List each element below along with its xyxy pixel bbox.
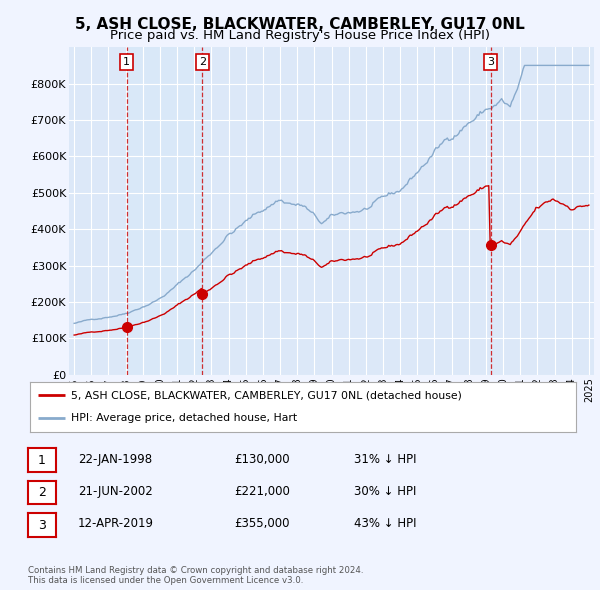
Text: 2: 2 — [199, 57, 206, 67]
Text: 31% ↓ HPI: 31% ↓ HPI — [354, 453, 416, 466]
Text: 12-APR-2019: 12-APR-2019 — [78, 517, 154, 530]
Text: Contains HM Land Registry data © Crown copyright and database right 2024.
This d: Contains HM Land Registry data © Crown c… — [28, 566, 364, 585]
Text: Price paid vs. HM Land Registry's House Price Index (HPI): Price paid vs. HM Land Registry's House … — [110, 29, 490, 42]
Text: 3: 3 — [487, 57, 494, 67]
Text: 21-JUN-2002: 21-JUN-2002 — [78, 485, 153, 498]
Text: 2: 2 — [38, 486, 46, 499]
Text: £130,000: £130,000 — [234, 453, 290, 466]
Text: £355,000: £355,000 — [234, 517, 290, 530]
Bar — [127, 47, 202, 375]
Text: 30% ↓ HPI: 30% ↓ HPI — [354, 485, 416, 498]
Text: £221,000: £221,000 — [234, 485, 290, 498]
Text: HPI: Average price, detached house, Hart: HPI: Average price, detached house, Hart — [71, 414, 297, 424]
Text: 43% ↓ HPI: 43% ↓ HPI — [354, 517, 416, 530]
Text: 3: 3 — [38, 519, 46, 532]
Text: 5, ASH CLOSE, BLACKWATER, CAMBERLEY, GU17 0NL (detached house): 5, ASH CLOSE, BLACKWATER, CAMBERLEY, GU1… — [71, 390, 462, 400]
Text: 5, ASH CLOSE, BLACKWATER, CAMBERLEY, GU17 0NL: 5, ASH CLOSE, BLACKWATER, CAMBERLEY, GU1… — [75, 17, 525, 31]
Text: 1: 1 — [123, 57, 130, 67]
Text: 1: 1 — [38, 454, 46, 467]
Text: 22-JAN-1998: 22-JAN-1998 — [78, 453, 152, 466]
